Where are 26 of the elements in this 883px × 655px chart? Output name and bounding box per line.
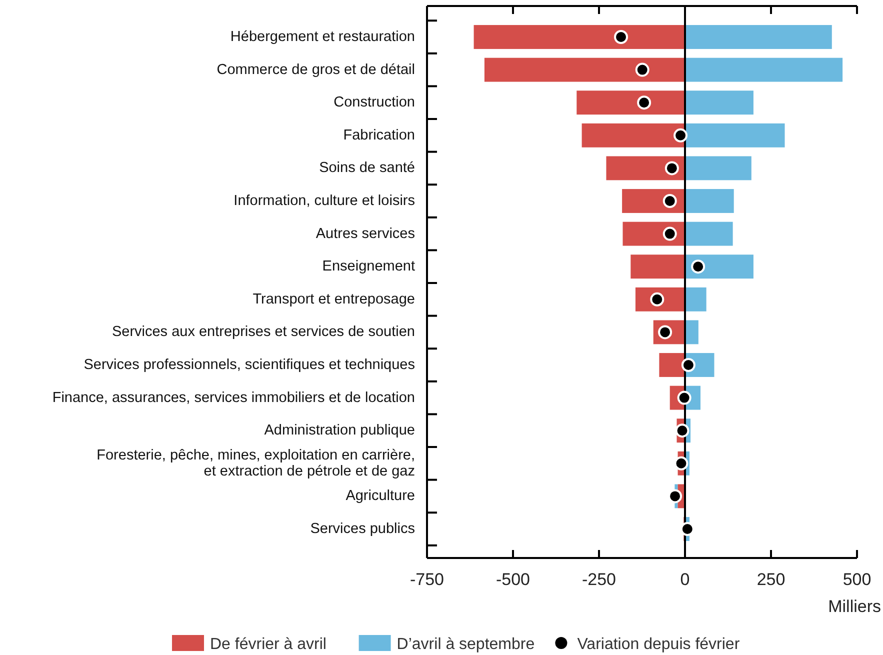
y-tick-label: Services publics xyxy=(310,520,415,537)
y-tick-label: Information, culture et loisirs xyxy=(234,192,415,209)
x-tick-label: 250 xyxy=(756,570,786,589)
y-tick-label: Autres services xyxy=(316,226,415,242)
legend-label: Variation depuis février xyxy=(577,636,740,653)
x-tick-label: -500 xyxy=(496,570,530,589)
y-tick-label: Construction xyxy=(334,94,415,110)
y-tick-label: Commerce de gros et de détail xyxy=(216,62,415,78)
x-tick-label: 500 xyxy=(842,570,872,589)
y-tick-label: Foresterie, pêche, mines, exploitation en carrière, et extraction de pétrole et de gaz xyxy=(96,447,415,480)
y-tick-label: Hébergement et restauration xyxy=(230,28,415,45)
legend-label: D’avril à septembre xyxy=(396,636,535,653)
y-tick-label: Enseignement xyxy=(322,258,415,274)
x-tick-label: -750 xyxy=(410,570,444,589)
y-tick-label: Agriculture xyxy=(346,488,415,504)
y-tick-label: Administration publique xyxy=(264,422,415,438)
y-tick-label: Services professionnels, scientifiques et techniques xyxy=(84,356,415,373)
y-tick-label: Transport et entreposage xyxy=(252,291,415,308)
y-tick-label: Services aux entreprises et services de soutien xyxy=(112,324,415,340)
x-tick-label: 0 xyxy=(680,570,690,589)
y-tick-label: Finance, assurances, services immobiliers et de location xyxy=(52,390,415,406)
x-tick-label: -250 xyxy=(582,570,616,589)
legend-label: De février à avril xyxy=(210,636,326,653)
y-tick-label: Fabrication xyxy=(343,127,415,144)
y-tick-label: Soins de santé xyxy=(319,160,415,176)
x-axis-title: Milliers xyxy=(828,597,881,616)
